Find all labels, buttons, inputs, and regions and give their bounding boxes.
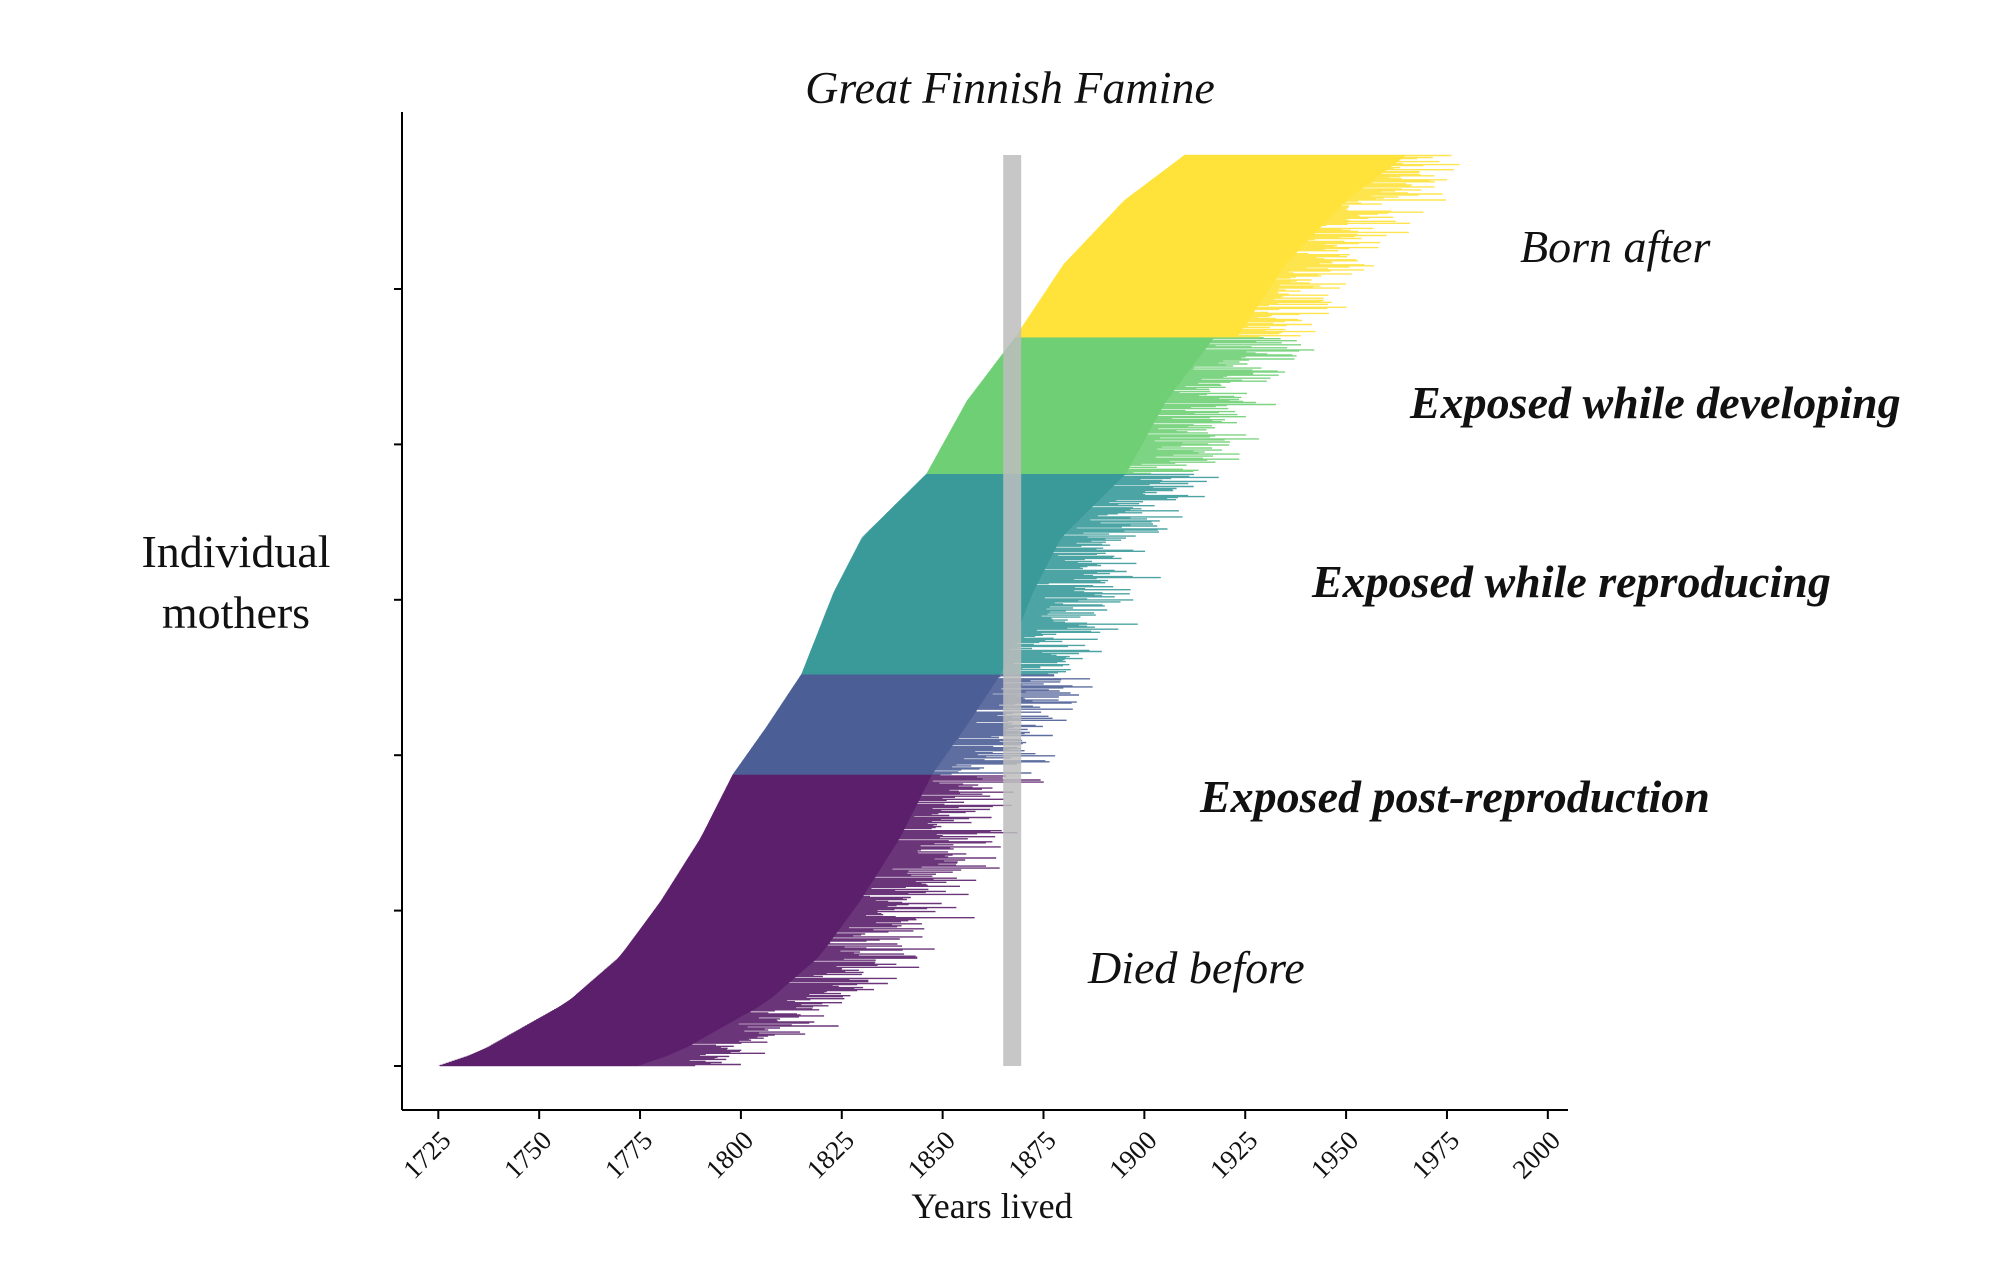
lifespan-core <box>801 473 1126 675</box>
x-tick-label: 1775 <box>599 1125 658 1184</box>
x-tick-label: 1900 <box>1103 1125 1162 1184</box>
x-tick-label: 1950 <box>1305 1125 1364 1184</box>
lifespan-group-exposed-while-developing <box>926 336 1315 475</box>
y-axis-label-line-1: Individual <box>141 526 330 577</box>
x-tick-label: 1825 <box>801 1125 860 1184</box>
x-tick-label: 2000 <box>1507 1125 1566 1184</box>
lifespan-group-born-after <box>1015 154 1460 338</box>
x-tick-label: 1725 <box>397 1125 456 1184</box>
lifespan-core <box>1015 155 1407 338</box>
group-label: Died before <box>1087 942 1305 993</box>
lifespan-core <box>438 774 933 1066</box>
group-label: Exposed while reproducing <box>1311 556 1831 607</box>
lifespan-core <box>732 674 1001 775</box>
x-tick-label: 1925 <box>1204 1125 1263 1184</box>
x-tick-label: 1975 <box>1406 1125 1465 1184</box>
lifespan-group-died-before <box>438 774 1044 1067</box>
chart-title: Great Finnish Famine <box>805 62 1215 113</box>
lifespan-group-exposed-post-reproduction <box>732 674 1093 775</box>
x-tick-label: 1875 <box>1002 1125 1061 1184</box>
lifespan-core <box>926 337 1215 474</box>
lifespan-group-exposed-while-reproducing <box>801 473 1219 675</box>
group-label: Exposed post-reproduction <box>1199 771 1710 822</box>
famine-period-bar <box>1003 155 1022 1066</box>
lifespan-bands <box>438 154 1460 1067</box>
x-axis-label: Years lived <box>911 1186 1072 1226</box>
group-label: Exposed while developing <box>1409 377 1901 428</box>
x-tick-label: 1750 <box>498 1125 557 1184</box>
y-axis-label-line-2: mothers <box>162 587 310 638</box>
group-label: Born after <box>1520 221 1711 272</box>
x-axis-ticks: 1725 1750 1775 1800 1825 1850 1875 1900 1925 1950… <box>397 1110 1566 1184</box>
group-labels: Died before Exposed post-reproduction Expo… <box>1087 221 1901 993</box>
x-tick-label: 1850 <box>901 1125 960 1184</box>
x-tick-label: 1800 <box>700 1125 759 1184</box>
y-axis-ticks <box>394 288 402 1067</box>
